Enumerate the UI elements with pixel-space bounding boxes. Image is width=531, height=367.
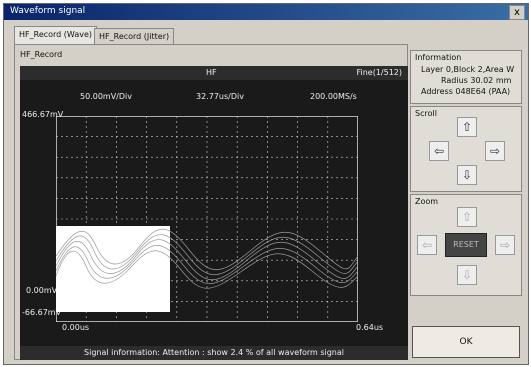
scroll-box: Scroll ⇧ ⇦ ⇨ ⇩ — [410, 106, 522, 192]
y-zero-label: 0.00mV — [26, 286, 58, 295]
scroll-up-icon[interactable]: ⇧ — [457, 117, 477, 137]
info-address: Address 048E64 (PAA) — [421, 87, 511, 96]
channel-label: HF — [206, 68, 217, 77]
fine-label: Fine(1/512) — [356, 68, 402, 77]
scroll-right-icon[interactable]: ⇨ — [485, 141, 505, 161]
x-end-label: 0.64us — [356, 323, 384, 332]
title-bar: Waveform signal x — [4, 4, 528, 20]
voltage-scale: 50.00mV/Div — [80, 92, 132, 101]
window-title: Waveform signal — [10, 6, 86, 16]
x-start-label: 0.00us — [62, 323, 90, 332]
scroll-left-icon[interactable]: ⇦ — [429, 141, 449, 161]
zoom-left-icon[interactable]: ⇦ — [417, 235, 437, 255]
scroll-heading: Scroll — [415, 109, 437, 118]
panel-label: HF_Record — [20, 50, 63, 59]
zoom-right-icon[interactable]: ⇨ — [495, 235, 515, 255]
zoom-box: Zoom ⇧ ⇦ RESET ⇨ ⇩ — [410, 194, 522, 296]
tab-jitter[interactable]: HF_Record (Jitter) — [94, 28, 175, 45]
sample-rate: 200.00MS/s — [310, 92, 357, 101]
y-bottom-label: -66.67mV — [22, 308, 62, 317]
tab-wave[interactable]: HF_Record (Wave) — [14, 26, 97, 45]
zoom-in-icon[interactable]: ⇧ — [457, 207, 477, 227]
reset-button[interactable]: RESET — [445, 233, 487, 257]
scroll-down-icon[interactable]: ⇩ — [457, 165, 477, 185]
oscilloscope-display: HF Fine(1/512) 50.00mV/Div 32.77us/Div 2… — [20, 66, 408, 360]
y-top-label: 466.67mV — [22, 110, 64, 119]
zoom-heading: Zoom — [415, 197, 439, 206]
time-scale: 32.77us/Div — [196, 92, 244, 101]
scope-header: HF Fine(1/512) — [20, 66, 408, 80]
signal-information: Signal information: Attention : show 2.4… — [20, 346, 408, 360]
info-layer: Layer 0,Block 2,Area W — [421, 65, 515, 74]
waveform-grid — [56, 116, 358, 322]
info-radius: Radius 30.02 mm — [441, 76, 512, 85]
zoom-out-icon[interactable]: ⇩ — [457, 265, 477, 285]
information-box: Information Layer 0,Block 2,Area W Radiu… — [410, 50, 522, 104]
information-heading: Information — [415, 53, 462, 62]
ok-button[interactable]: OK — [412, 326, 520, 358]
close-button[interactable]: x — [509, 5, 525, 20]
